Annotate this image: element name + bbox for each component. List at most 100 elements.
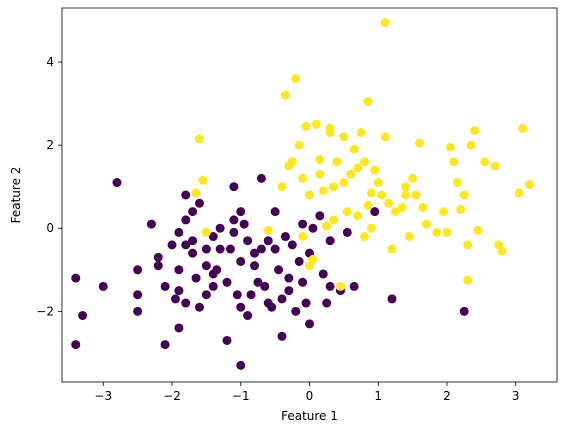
data-point: [188, 248, 198, 258]
data-point: [277, 331, 287, 341]
data-point: [332, 157, 342, 167]
x-tick-label: −2: [163, 389, 181, 403]
data-point: [208, 281, 218, 291]
x-tick-label: 1: [374, 389, 382, 403]
data-point: [133, 290, 143, 300]
data-point: [305, 319, 314, 329]
data-point: [229, 215, 239, 225]
data-point: [380, 18, 390, 28]
data-point: [146, 219, 156, 229]
data-point: [315, 155, 325, 165]
data-point: [480, 157, 490, 167]
data-point: [253, 277, 263, 287]
data-point: [404, 232, 414, 242]
data-point: [198, 175, 208, 185]
data-point: [339, 132, 349, 142]
data-point: [411, 190, 421, 200]
y-tick-label: 4: [46, 55, 54, 69]
data-point: [256, 244, 266, 254]
data-point: [322, 221, 332, 231]
data-point: [421, 219, 431, 229]
data-point: [212, 265, 222, 275]
x-axis-ticks: −3 −2 −1 0 1 2 3: [94, 382, 520, 403]
data-point: [514, 188, 524, 198]
data-point: [160, 340, 170, 350]
data-point: [408, 173, 418, 183]
data-point: [363, 200, 373, 210]
data-point: [366, 223, 376, 233]
data-point: [466, 140, 476, 150]
data-point: [308, 223, 318, 233]
data-point: [71, 340, 81, 350]
data-point: [153, 261, 163, 271]
data-point: [256, 173, 266, 183]
x-tick-label: 3: [512, 389, 520, 403]
data-point: [353, 211, 363, 221]
data-point: [329, 182, 339, 192]
data-point: [284, 273, 294, 283]
data-point: [243, 236, 253, 246]
data-point: [160, 281, 170, 291]
data-point: [246, 290, 256, 300]
data-point: [181, 298, 191, 308]
data-point: [298, 277, 308, 287]
data-point: [236, 302, 246, 312]
data-point: [188, 207, 198, 217]
y-axis-label: Feature 2: [9, 167, 23, 224]
data-point: [459, 190, 469, 200]
data-point: [191, 273, 201, 283]
data-point: [315, 169, 325, 179]
data-point: [439, 207, 449, 217]
data-point: [370, 207, 380, 217]
data-point: [311, 119, 321, 129]
data-point: [377, 190, 387, 200]
data-point: [329, 215, 339, 225]
data-point: [174, 265, 184, 275]
data-point: [301, 121, 311, 131]
y-axis-ticks: −2 0 2 4: [36, 55, 62, 318]
data-point: [349, 281, 359, 291]
data-point: [191, 188, 201, 198]
data-point: [459, 306, 469, 316]
data-point: [260, 281, 270, 291]
x-tick-label: −3: [94, 389, 112, 403]
y-tick-label: 2: [46, 138, 54, 152]
data-point: [133, 265, 143, 275]
data-point: [133, 306, 143, 316]
data-point: [305, 190, 314, 200]
data-point: [277, 294, 287, 304]
data-point: [250, 261, 259, 271]
data-point: [232, 290, 242, 300]
data-point: [195, 302, 204, 312]
data-point: [415, 138, 424, 148]
points-layer: [71, 18, 534, 370]
data-point: [201, 290, 211, 300]
data-point: [225, 244, 235, 254]
data-point: [78, 311, 88, 321]
data-point: [270, 244, 280, 254]
data-point: [174, 227, 184, 237]
data-point: [325, 124, 335, 134]
data-point: [442, 227, 452, 237]
data-point: [363, 97, 373, 106]
data-point: [342, 207, 352, 217]
data-point: [291, 74, 301, 84]
data-point: [236, 256, 246, 266]
data-point: [401, 190, 411, 200]
data-point: [432, 227, 442, 237]
data-point: [284, 286, 294, 296]
data-point: [353, 163, 363, 173]
data-point: [195, 134, 204, 144]
data-point: [322, 298, 332, 308]
data-point: [112, 178, 122, 188]
data-point: [277, 182, 287, 192]
data-point: [384, 198, 394, 208]
data-point: [274, 265, 284, 275]
data-point: [349, 144, 359, 154]
data-point: [298, 219, 308, 229]
data-point: [318, 269, 328, 279]
data-point: [181, 240, 191, 250]
data-point: [201, 261, 211, 271]
data-point: [449, 157, 459, 167]
